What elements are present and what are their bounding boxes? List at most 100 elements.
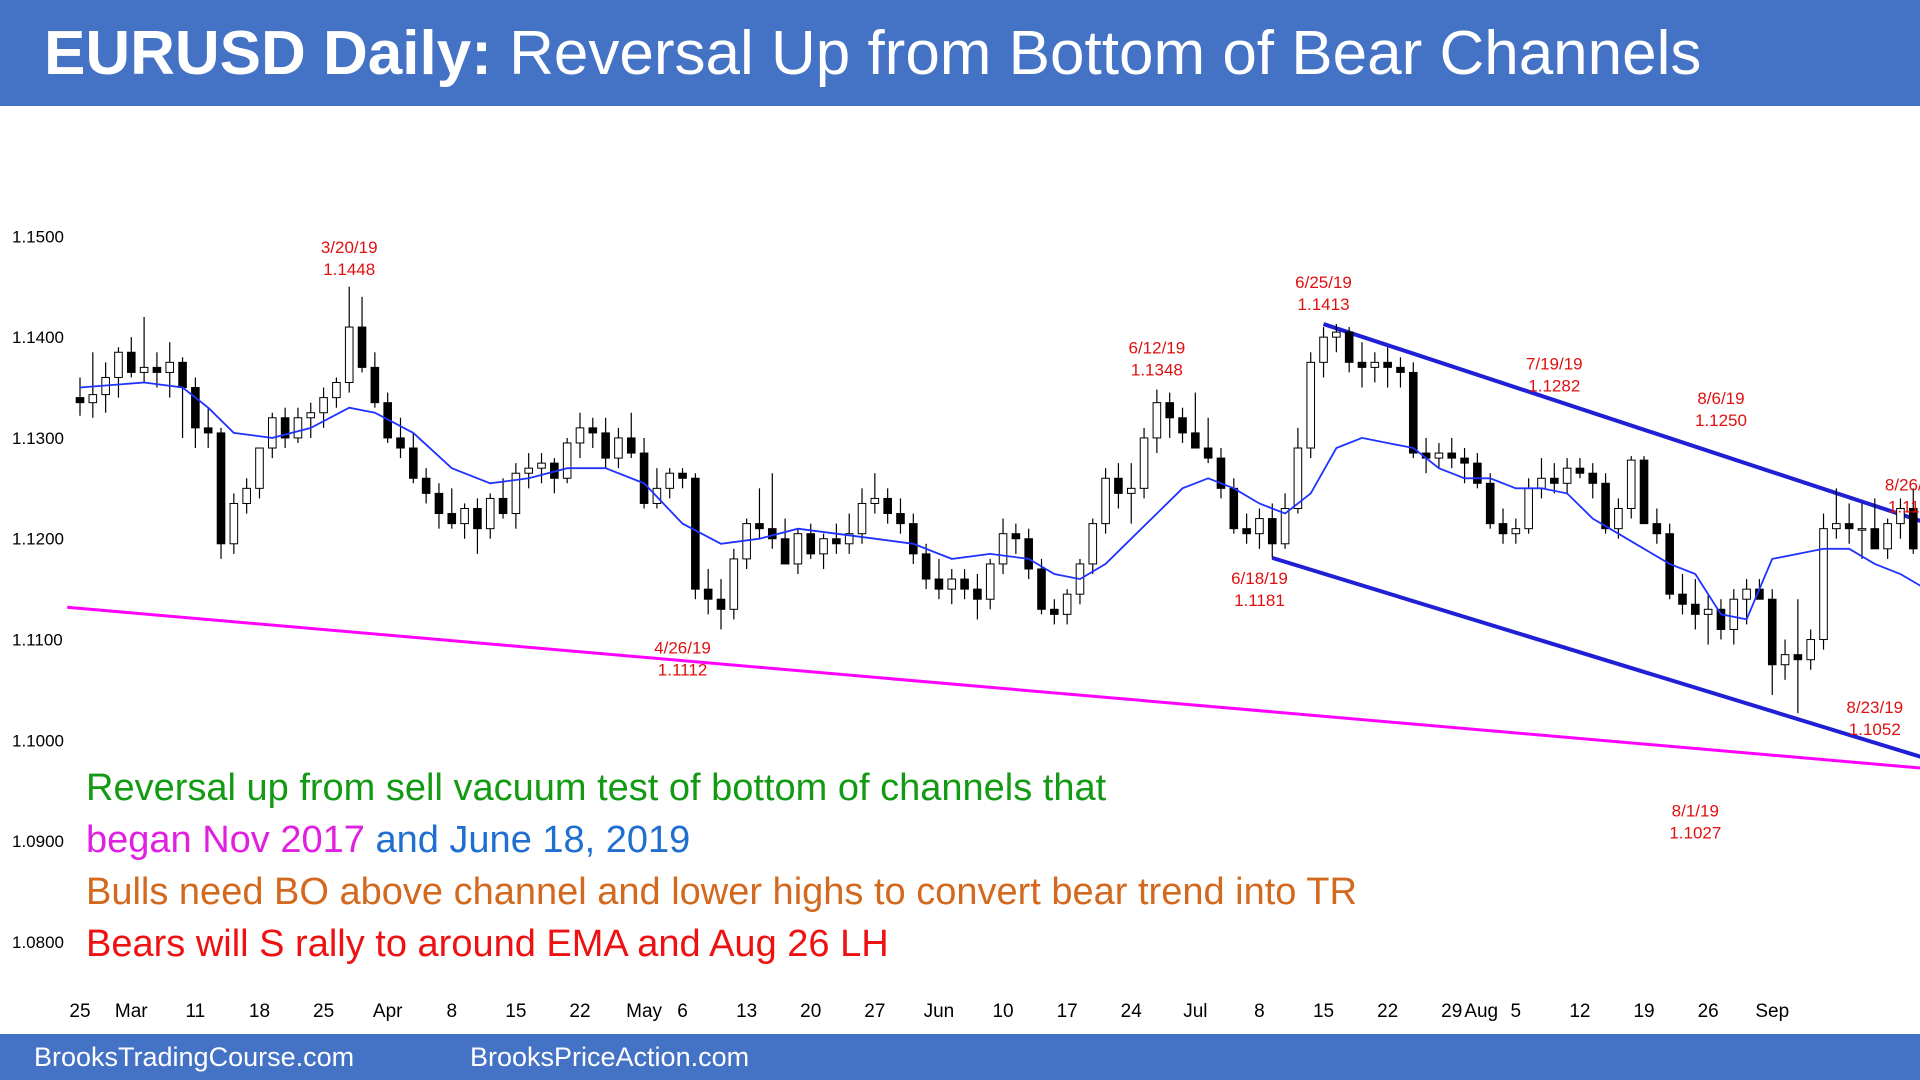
candle-body xyxy=(1550,477,1559,484)
candle xyxy=(1819,513,1828,650)
candle-body xyxy=(960,578,969,590)
candle xyxy=(1896,498,1905,539)
candle xyxy=(1062,589,1072,625)
candle-body xyxy=(870,497,880,504)
candle-body xyxy=(896,513,905,525)
candle-body xyxy=(1165,402,1175,419)
candle-body xyxy=(524,467,534,474)
candle-body xyxy=(1191,432,1200,449)
candle-body xyxy=(626,437,636,454)
x-tick-label: Jun xyxy=(924,1001,955,1022)
candle xyxy=(1511,518,1521,544)
candle-body xyxy=(1498,523,1508,535)
candle-body xyxy=(1280,508,1290,545)
candle xyxy=(268,412,277,459)
candle xyxy=(1793,599,1803,714)
candle-body xyxy=(857,502,867,535)
candle-body xyxy=(1011,533,1021,540)
candle-body xyxy=(242,487,251,504)
candle-body xyxy=(1332,331,1341,338)
candle xyxy=(165,342,175,398)
candle xyxy=(344,286,354,393)
footer-left-link[interactable]: BrooksTradingCourse.com xyxy=(34,1042,355,1072)
candle-body xyxy=(1562,467,1572,484)
annotation-date: 8/26/19 xyxy=(1885,476,1920,495)
candle-body xyxy=(1255,518,1264,535)
x-tick-label: 25 xyxy=(69,1001,90,1022)
commentary-text-blue: and June 18, 2019 xyxy=(375,819,691,861)
candle xyxy=(1832,488,1841,539)
x-tick-label: 11 xyxy=(186,1001,206,1022)
candle-body xyxy=(126,351,136,373)
candle-body xyxy=(601,432,610,459)
candle xyxy=(1344,327,1354,373)
candle-body xyxy=(1691,603,1700,615)
candle xyxy=(1524,478,1533,534)
price-annotation: 6/12/19 1.1348 xyxy=(1129,339,1186,380)
candle xyxy=(1447,437,1457,469)
price-annotation: 8/1/19 1.1027 xyxy=(1669,802,1721,843)
candle xyxy=(665,468,675,499)
candle xyxy=(152,352,162,388)
candle-body xyxy=(473,508,482,530)
candle-body xyxy=(203,427,213,434)
candle xyxy=(1242,513,1251,544)
candle-body xyxy=(485,497,495,530)
candle-body xyxy=(370,366,380,404)
trendline xyxy=(1271,555,1920,759)
candle xyxy=(191,377,200,449)
y-tick-label: 1.1300 xyxy=(12,429,64,448)
x-tick-label: 27 xyxy=(864,1001,885,1022)
candle xyxy=(1306,352,1316,459)
candle xyxy=(1255,508,1264,549)
x-tick-label: Sep xyxy=(1755,1001,1789,1022)
candle xyxy=(652,468,662,509)
commentary-line-4: Bears will S rally to around EMA and Aug… xyxy=(86,918,1357,970)
candle-body xyxy=(1152,402,1162,439)
candle xyxy=(1601,473,1610,534)
title-bold: EURUSD Daily: xyxy=(44,19,492,88)
annotation-price: 1.1112 xyxy=(658,660,707,679)
candle xyxy=(1652,508,1662,544)
candle-body xyxy=(665,472,675,489)
candle xyxy=(960,568,969,600)
footer-right-link[interactable]: BrooksPriceAction.com xyxy=(470,1042,750,1072)
candle-body xyxy=(1793,654,1803,661)
candle-body xyxy=(806,533,816,555)
candle-body xyxy=(537,462,546,469)
candle xyxy=(1806,629,1816,670)
candle-body xyxy=(1088,523,1098,565)
annotation-price: 1.1348 xyxy=(1131,361,1183,380)
candle-body xyxy=(832,538,841,545)
candle-body xyxy=(691,477,700,590)
candle-body xyxy=(1806,639,1816,661)
candle-body xyxy=(306,412,316,419)
candle xyxy=(1883,518,1892,559)
y-tick-label: 1.1000 xyxy=(12,731,64,750)
candle xyxy=(1050,599,1059,625)
candle xyxy=(473,498,482,554)
candle xyxy=(626,412,636,459)
annotation-price: 1.1448 xyxy=(323,260,375,279)
y-tick-label: 1.1500 xyxy=(12,227,64,246)
x-tick-label: Mar xyxy=(115,1001,148,1022)
candle-body xyxy=(1485,482,1495,525)
candle xyxy=(88,352,98,418)
x-tick-label: 8 xyxy=(446,1001,457,1022)
candle xyxy=(1139,427,1149,499)
candle xyxy=(498,478,508,519)
candle-body xyxy=(75,397,85,404)
candle xyxy=(293,407,303,443)
annotations: 3/20/191.14484/26/191.11126/12/191.13486… xyxy=(321,238,1920,843)
annotation-price: 1.1250 xyxy=(1695,411,1747,430)
candle xyxy=(780,518,790,565)
candle xyxy=(1383,347,1392,388)
price-annotation: 8/6/19 1.1250 xyxy=(1695,389,1747,430)
x-tick-label: 26 xyxy=(1698,1001,1719,1022)
x-tick-label: 25 xyxy=(313,1001,334,1022)
candle xyxy=(75,377,85,416)
candle xyxy=(703,568,713,615)
x-tick-label: Apr xyxy=(373,1001,403,1022)
candle xyxy=(550,458,559,494)
candle-body xyxy=(1742,588,1751,600)
